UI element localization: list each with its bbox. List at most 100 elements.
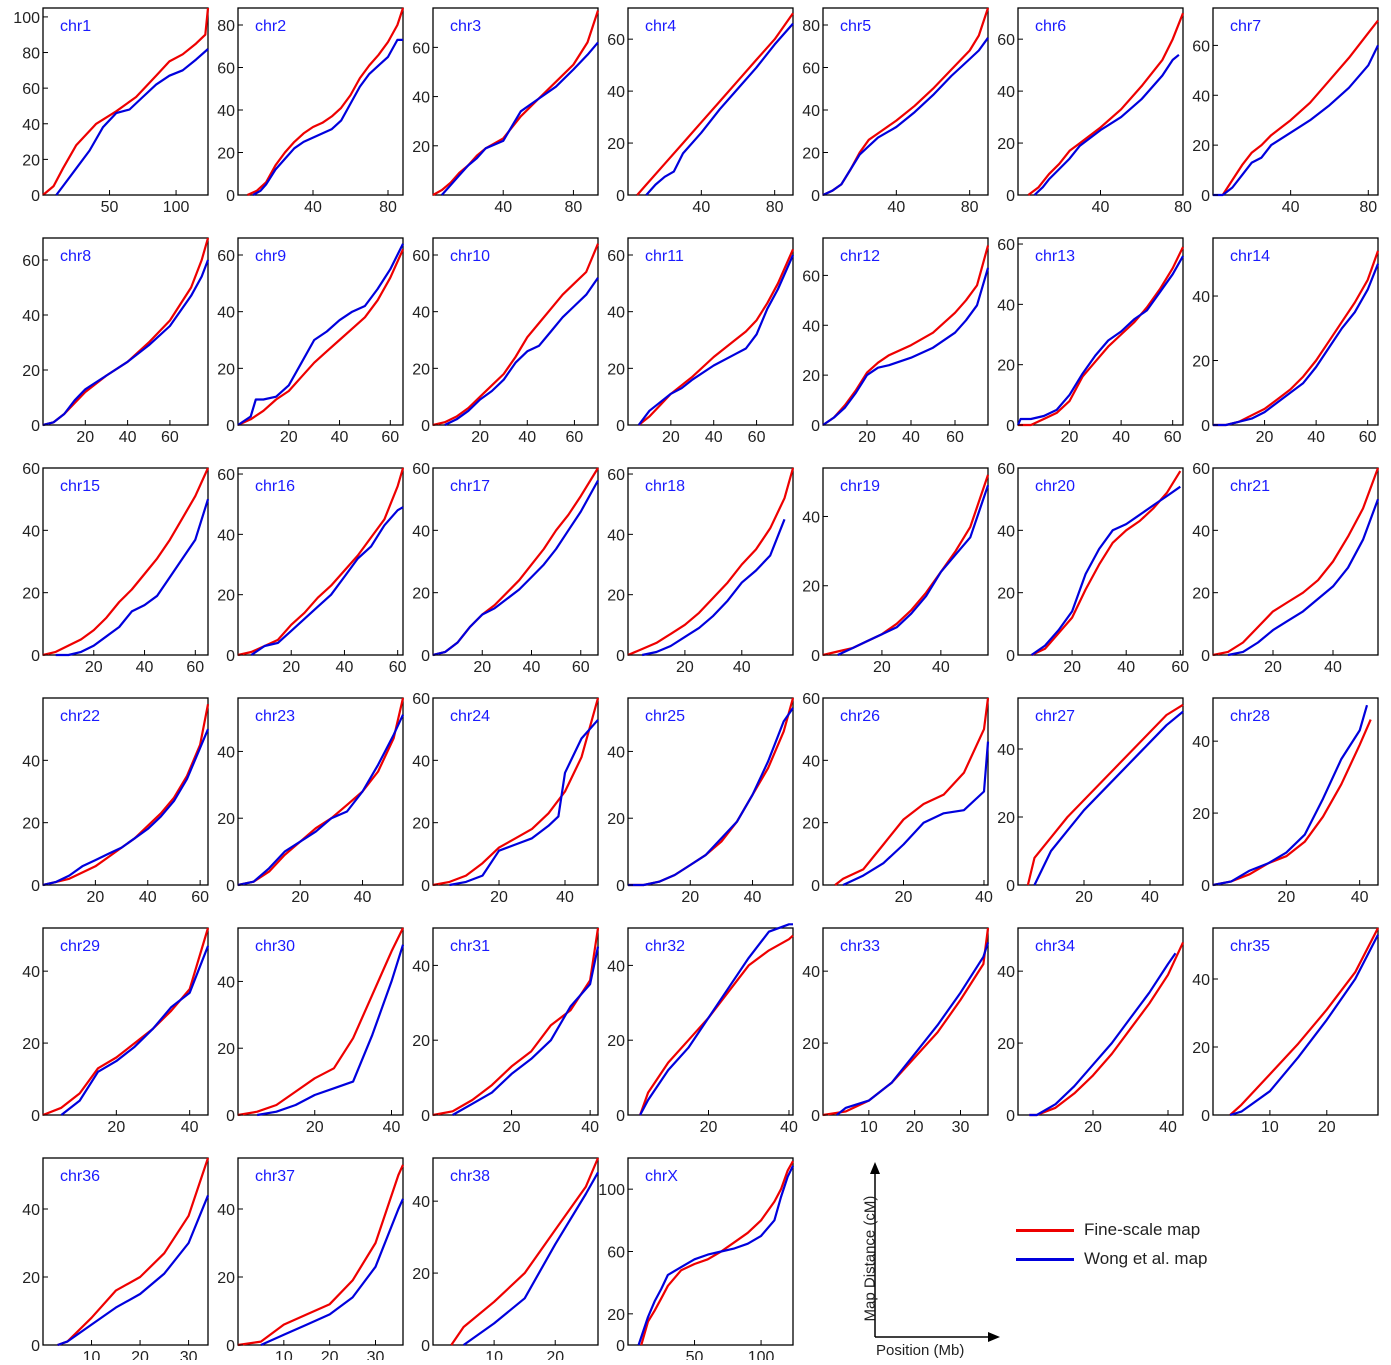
series-line-fine [246,7,405,197]
x-tick-label: 20 [471,429,489,446]
x-tick-label: 30 [367,1349,385,1360]
y-tick-label: 60 [607,1245,625,1262]
y-tick-label: 0 [1006,648,1015,665]
y-tick-label: 20 [997,586,1015,603]
plot-frame [42,237,209,426]
y-tick-label: 20 [217,361,235,378]
series-line-fine [432,697,600,887]
plot-frame [822,237,989,426]
y-tick-label: 40 [1192,523,1210,540]
series-line-fine [432,243,600,427]
y-tick-label: 40 [802,318,820,335]
panel-chr38: 0 20 40 10 20 chr38 [412,1157,600,1360]
series-line-wong [1213,263,1380,427]
panel-chr32: 0 20 40 20 40 chr32 [607,923,798,1136]
y-tick-label: 0 [226,188,235,205]
panel-chr28: 0 20 40 20 40 chr28 [1192,697,1379,906]
x-tick-label: 40 [705,429,723,446]
series-line-fine [1212,467,1380,657]
x-tick-label: 10 [860,1119,878,1136]
axis-key: Map Distance (cM) Position (Mb) [840,1160,1015,1360]
legend: Fine-scale map Wong et al. map [1016,1218,1276,1278]
y-tick-label: 40 [217,1202,235,1219]
x-tick-label: 40 [581,1119,599,1136]
chromosome-label: chr1 [60,18,91,35]
chromosome-label: chr37 [255,1168,295,1185]
y-tick-label: 20 [22,1036,40,1053]
y-tick-label: 40 [217,305,235,322]
panel-chr6: 0 20 40 60 40 80 chr6 [997,7,1192,216]
series-line-fine [1026,703,1184,886]
plot-frame [432,927,599,1116]
series-line-wong [257,944,405,1117]
x-tick-label: 40 [1307,429,1325,446]
panel-chr26: 0 20 40 60 20 40 chr26 [802,691,993,906]
x-tick-label: 40 [887,199,905,216]
y-tick-label: 20 [997,1036,1015,1053]
y-tick-label: 40 [22,117,40,134]
y-tick-label: 0 [31,188,40,205]
series-line-fine [1018,246,1184,427]
y-tick-label: 0 [616,188,625,205]
series-line-fine [42,7,210,196]
series-line-fine [1029,941,1184,1117]
x-tick-label: 80 [379,199,397,216]
series-line-wong [637,254,795,426]
x-tick-label: 60 [389,659,407,676]
panel-chr4: 0 20 40 60 40 80 chr4 [607,7,794,216]
plot-frame [237,237,404,426]
series-line-wong [55,498,210,657]
y-tick-label: 40 [802,103,820,120]
x-tick-label: 40 [1351,889,1369,906]
y-tick-label: 60 [997,461,1015,478]
x-tick-label: 60 [186,659,204,676]
panel-chr31: 0 20 40 20 40 chr31 [412,927,599,1136]
y-tick-label: 20 [217,1270,235,1287]
y-tick-label: 0 [226,1338,235,1355]
x-tick-label: 60 [1171,659,1189,676]
x-tick-label: 40 [902,429,920,446]
chromosome-label: chr13 [1035,248,1075,265]
panel-chr12: 0 20 40 60 20 40 60 chr12 [802,237,990,446]
chromosome-label: chr21 [1230,478,1270,495]
y-tick-label: 20 [22,1270,40,1287]
x-tick-label: 40 [354,889,372,906]
y-tick-label: 40 [22,523,40,540]
series-line-fine [1229,927,1379,1116]
panel-chr7: 0 20 40 60 40 80 chr7 [1192,7,1379,216]
x-tick-label: 40 [139,889,157,906]
series-line-fine [822,245,990,426]
y-tick-label: 60 [412,40,430,57]
x-tick-label: 20 [86,889,104,906]
y-tick-label: 0 [421,878,430,895]
series-line-wong [628,707,794,887]
series-line-fine [1027,12,1185,196]
y-tick-label: 80 [217,18,235,35]
series-line-wong [1229,934,1379,1117]
plot-frame [822,927,989,1116]
y-tick-label: 40 [802,509,820,526]
chromosome-label: chr15 [60,478,100,495]
series-line-fine [237,248,405,427]
series-line-wong [641,518,786,657]
y-tick-label: 60 [22,253,40,270]
series-line-fine [640,1160,794,1346]
x-tick-label: 40 [304,199,322,216]
series-line-fine [237,1164,405,1347]
y-tick-label: 0 [421,1108,430,1125]
y-tick-label: 20 [607,1033,625,1050]
x-tick-label: 40 [1092,199,1110,216]
plot-frame [1212,237,1379,426]
y-tick-label: 40 [997,742,1015,759]
chromosome-label: chr2 [255,18,286,35]
y-tick-label: 60 [22,81,40,98]
series-line-wong [1212,704,1369,887]
series-line-fine [450,1157,600,1346]
series-line-fine [834,697,990,886]
x-tick-label: 20 [321,1349,339,1360]
legend-item-wong: Wong et al. map [1016,1247,1207,1271]
y-tick-label: 60 [997,32,1015,49]
y-tick-label: 60 [412,691,430,708]
x-tick-label: 40 [780,1119,798,1136]
